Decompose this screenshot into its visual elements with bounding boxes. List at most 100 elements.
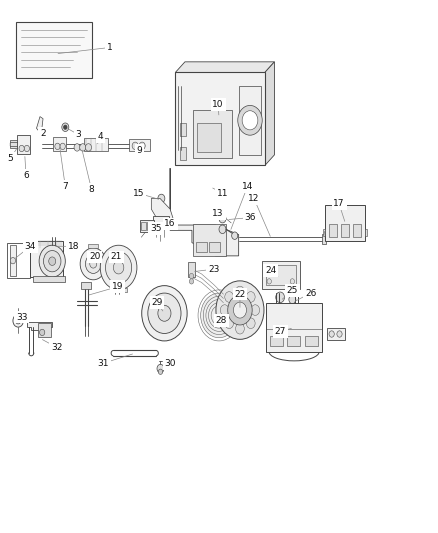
Text: 28: 28: [215, 316, 227, 325]
Circle shape: [142, 286, 187, 341]
Circle shape: [64, 125, 67, 130]
Circle shape: [132, 142, 138, 150]
Text: 30: 30: [164, 359, 176, 368]
Bar: [304, 336, 318, 346]
Circle shape: [158, 305, 171, 321]
Circle shape: [15, 318, 21, 324]
Bar: [30, 241, 63, 277]
Circle shape: [60, 143, 65, 150]
Circle shape: [80, 248, 106, 280]
Bar: [33, 276, 65, 282]
Circle shape: [80, 144, 86, 151]
Text: 12: 12: [248, 194, 260, 203]
Text: 8: 8: [88, 185, 94, 194]
Circle shape: [39, 329, 45, 336]
Circle shape: [206, 300, 232, 332]
Text: 20: 20: [89, 253, 100, 261]
Circle shape: [158, 369, 162, 374]
Bar: [53, 138, 66, 151]
Circle shape: [24, 146, 29, 152]
Bar: [17, 135, 30, 154]
Text: 10: 10: [212, 100, 224, 109]
Text: 16: 16: [164, 220, 176, 229]
Bar: [11, 140, 27, 149]
Circle shape: [228, 295, 252, 325]
Bar: [175, 72, 265, 165]
Circle shape: [113, 261, 124, 274]
Circle shape: [236, 324, 244, 334]
Bar: [16, 22, 92, 78]
Circle shape: [337, 331, 342, 337]
Bar: [209, 242, 220, 252]
Polygon shape: [265, 62, 275, 165]
Text: 33: 33: [16, 312, 28, 321]
Circle shape: [189, 279, 194, 284]
Circle shape: [232, 232, 238, 239]
Circle shape: [251, 305, 260, 316]
Circle shape: [329, 331, 334, 337]
Text: 35: 35: [150, 224, 162, 233]
Circle shape: [85, 144, 92, 151]
Circle shape: [247, 318, 255, 328]
Circle shape: [43, 251, 61, 272]
Circle shape: [238, 106, 262, 135]
Circle shape: [39, 245, 65, 277]
Polygon shape: [170, 168, 239, 256]
Bar: [327, 328, 345, 340]
Text: 23: 23: [208, 265, 219, 273]
Circle shape: [157, 365, 164, 373]
Polygon shape: [36, 117, 43, 131]
Text: 9: 9: [137, 146, 142, 155]
Circle shape: [11, 257, 15, 264]
Circle shape: [100, 245, 137, 290]
Bar: [11, 245, 15, 276]
Circle shape: [90, 260, 97, 268]
Circle shape: [278, 307, 283, 313]
Circle shape: [49, 257, 56, 265]
Bar: [84, 138, 108, 151]
Bar: [88, 244, 99, 248]
Bar: [287, 336, 300, 346]
Text: 18: 18: [68, 242, 80, 251]
Bar: [266, 303, 322, 352]
Text: 14: 14: [242, 182, 253, 191]
Circle shape: [85, 254, 101, 273]
Text: 34: 34: [25, 242, 36, 251]
Circle shape: [276, 292, 285, 303]
Text: 32: 32: [51, 343, 62, 352]
Bar: [152, 216, 169, 229]
Text: 13: 13: [212, 209, 224, 218]
Circle shape: [201, 293, 237, 338]
Circle shape: [74, 144, 80, 151]
Bar: [140, 220, 153, 232]
Bar: [193, 110, 232, 158]
Circle shape: [216, 281, 264, 340]
Circle shape: [233, 302, 247, 318]
Circle shape: [219, 225, 226, 233]
Bar: [187, 262, 195, 277]
Bar: [180, 147, 186, 160]
Circle shape: [106, 252, 132, 284]
Bar: [266, 265, 296, 285]
Circle shape: [189, 273, 194, 279]
Circle shape: [62, 123, 69, 132]
Bar: [196, 242, 207, 252]
Text: 22: 22: [234, 289, 246, 298]
Bar: [329, 224, 337, 237]
Bar: [270, 336, 283, 346]
Bar: [341, 224, 349, 237]
Circle shape: [225, 318, 233, 328]
Text: 25: 25: [286, 286, 298, 295]
Text: 4: 4: [97, 132, 103, 141]
Bar: [353, 224, 361, 237]
Circle shape: [290, 279, 294, 284]
Bar: [141, 222, 146, 230]
Circle shape: [247, 292, 255, 302]
Circle shape: [13, 314, 23, 327]
Text: 15: 15: [132, 189, 144, 198]
Circle shape: [55, 143, 60, 150]
Bar: [130, 139, 150, 151]
Bar: [322, 233, 325, 244]
Circle shape: [139, 142, 145, 150]
Circle shape: [267, 279, 272, 284]
